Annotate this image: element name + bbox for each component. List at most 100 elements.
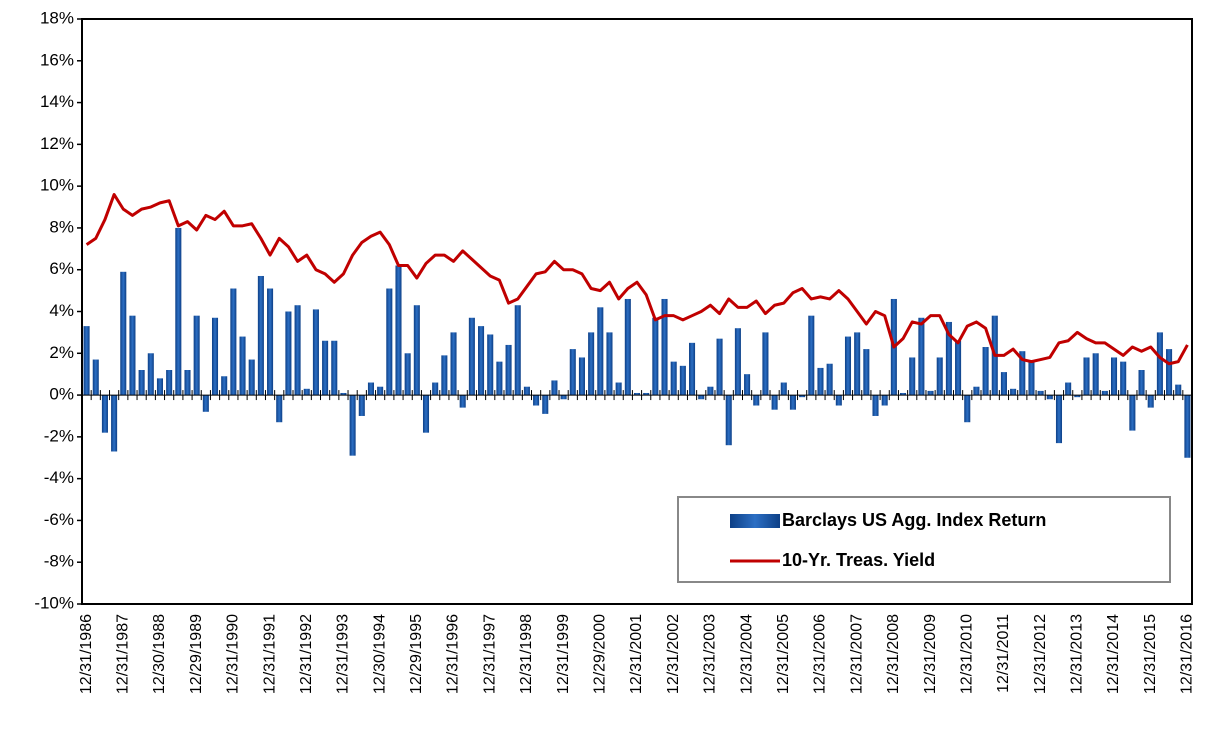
bar — [285, 311, 292, 396]
bar — [533, 395, 540, 406]
bar — [817, 367, 824, 396]
bar — [1074, 395, 1081, 398]
bar — [1055, 395, 1063, 444]
bar — [193, 315, 200, 396]
legend-label: 10-Yr. Treas. Yield — [782, 550, 935, 570]
x-tick-label: 12/31/2010 — [958, 614, 975, 694]
y-tick-label: 16% — [40, 50, 74, 69]
y-tick-label: 12% — [40, 134, 74, 153]
bar — [1000, 372, 1007, 396]
bar — [257, 275, 264, 396]
bar — [560, 395, 567, 400]
bar — [120, 271, 127, 396]
bar — [624, 298, 631, 396]
bar — [496, 361, 503, 396]
x-tick-label: 12/31/1990 — [225, 614, 242, 694]
bar — [523, 386, 530, 396]
x-tick-label: 12/31/2016 — [1179, 614, 1196, 694]
bar — [111, 395, 118, 452]
bar — [744, 374, 751, 396]
bar — [578, 357, 585, 396]
bar — [459, 395, 466, 408]
bar — [542, 395, 549, 414]
y-tick-label: -10% — [34, 593, 74, 612]
bar — [239, 336, 246, 396]
x-tick-label: 12/31/2007 — [848, 614, 865, 694]
bar — [1120, 361, 1127, 396]
x-tick-label: 12/31/2003 — [702, 614, 719, 694]
bar — [138, 370, 145, 396]
bar — [936, 357, 943, 396]
x-tick-label: 12/30/1994 — [371, 614, 388, 694]
bar — [569, 349, 576, 396]
bar — [679, 365, 686, 396]
bar — [221, 376, 228, 396]
bar — [202, 395, 209, 412]
bar — [367, 382, 374, 396]
bar — [312, 309, 319, 396]
y-tick-label: -2% — [44, 426, 74, 445]
x-tick-label: 12/31/1987 — [114, 614, 131, 694]
bar — [799, 395, 806, 398]
x-tick-label: 12/29/1995 — [408, 614, 425, 694]
bar — [808, 315, 815, 396]
y-tick-label: 6% — [49, 259, 74, 278]
bar — [1175, 384, 1182, 396]
bar — [771, 395, 778, 410]
bar — [844, 336, 852, 396]
bar — [331, 340, 338, 396]
x-tick-label: 12/31/2001 — [628, 614, 645, 694]
bar — [1110, 357, 1118, 396]
bar — [881, 395, 888, 406]
bar — [358, 395, 365, 416]
y-tick-label: 4% — [49, 301, 74, 320]
bar — [643, 392, 650, 396]
bar — [505, 344, 512, 396]
bar — [753, 395, 760, 406]
bar — [606, 332, 613, 396]
bar — [156, 378, 164, 396]
bar — [175, 227, 182, 396]
bar — [854, 332, 861, 396]
bar — [276, 395, 283, 423]
bar — [835, 395, 842, 406]
bar — [1101, 390, 1108, 396]
x-tick-label: 12/31/2009 — [922, 614, 939, 694]
bar — [1083, 357, 1090, 396]
bar — [487, 334, 494, 396]
x-tick-label: 12/31/1993 — [335, 614, 352, 694]
y-tick-label: -4% — [44, 468, 74, 487]
bar — [863, 349, 870, 396]
bar — [670, 361, 677, 396]
x-tick-label: 12/29/2000 — [592, 614, 609, 694]
bar — [955, 340, 962, 396]
bar — [588, 332, 595, 396]
x-tick-label: 12/31/1996 — [445, 614, 462, 694]
bar — [230, 288, 237, 396]
bar — [597, 307, 604, 396]
bar — [468, 317, 475, 396]
bar — [780, 382, 787, 396]
y-tick-label: 0% — [49, 385, 74, 404]
bar — [872, 395, 879, 416]
bar — [945, 321, 952, 396]
bar — [633, 392, 641, 396]
x-tick-label: 12/31/2011 — [995, 614, 1012, 693]
x-tick-label: 12/31/1992 — [298, 614, 315, 694]
x-tick-label: 12/31/2012 — [1032, 614, 1049, 694]
legend-label: Barclays US Agg. Index Return — [782, 510, 1046, 530]
bar — [973, 386, 980, 396]
bar — [322, 340, 329, 396]
bar — [1092, 353, 1099, 396]
bar — [377, 386, 384, 396]
bar — [789, 395, 796, 410]
bar — [551, 380, 558, 396]
y-tick-label: -6% — [44, 510, 74, 529]
bar — [1046, 395, 1053, 400]
x-tick-label: 12/31/2013 — [1069, 614, 1086, 694]
bar — [964, 395, 971, 423]
bar — [918, 317, 925, 396]
bar — [982, 347, 989, 396]
bar — [147, 353, 154, 396]
